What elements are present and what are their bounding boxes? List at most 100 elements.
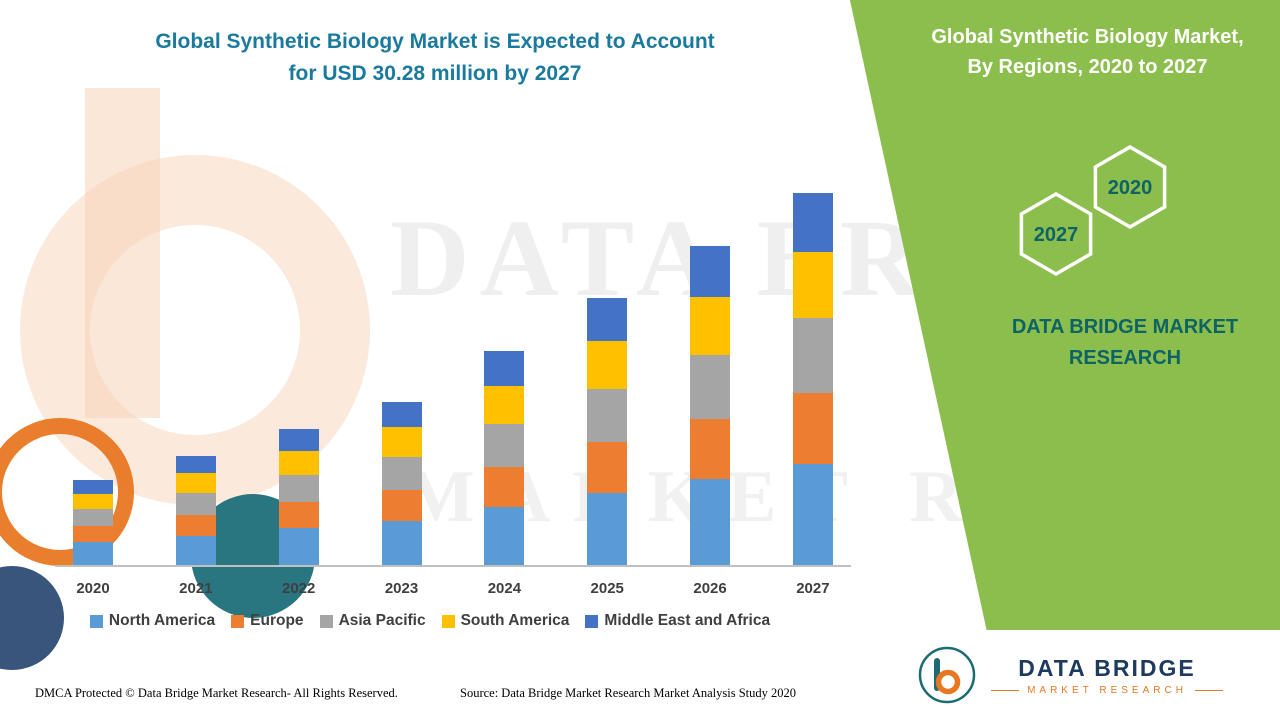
bar-segment-europe-2027 bbox=[792, 393, 833, 465]
bar-column-2022: 2022 bbox=[278, 185, 319, 597]
bar-segment-south-america-2027 bbox=[792, 252, 833, 319]
logo-subtitle: MARKET RESEARCH bbox=[991, 685, 1223, 696]
x-axis-label-2027: 2027 bbox=[796, 580, 830, 597]
bar-stack-2020 bbox=[73, 480, 113, 565]
bar-segment-middle-east-and-africa-2021 bbox=[175, 455, 216, 473]
bar-segment-asia-pacific-2024 bbox=[484, 423, 525, 467]
bar-segment-middle-east-and-africa-2023 bbox=[381, 401, 422, 428]
bar-segment-asia-pacific-2027 bbox=[792, 318, 833, 394]
x-axis-label-2021: 2021 bbox=[179, 580, 213, 597]
bar-stack-2025 bbox=[587, 298, 628, 565]
legend-swatch-europe bbox=[231, 614, 245, 628]
bar-segment-middle-east-and-africa-2026 bbox=[690, 245, 731, 298]
legend-item-south-america: South America bbox=[441, 612, 570, 630]
x-axis-label-2024: 2024 bbox=[487, 580, 522, 597]
legend-swatch-south-america bbox=[441, 614, 455, 628]
legend-label-middle-east-and-africa: Middle East and Africa bbox=[604, 612, 771, 629]
x-axis-label-2023: 2023 bbox=[384, 580, 419, 597]
bar-column-2020: 2020 bbox=[73, 185, 113, 597]
logo-name: DATA BRIDGE bbox=[1018, 654, 1196, 681]
hexagon-2027 bbox=[1019, 191, 1093, 277]
dmca-text: DMCA Protected © Data Bridge Market Rese… bbox=[35, 686, 398, 700]
bar-segment-middle-east-and-africa-2027 bbox=[792, 193, 833, 253]
bar-column-2026: 2026 bbox=[690, 185, 731, 597]
bar-segment-south-america-2020 bbox=[73, 493, 113, 509]
bar-column-2023: 2023 bbox=[381, 185, 422, 597]
legend-item-middle-east-and-africa: Middle East and Africa bbox=[585, 612, 770, 630]
year-hexagons: 2020 2027 bbox=[1019, 144, 1167, 277]
brand-text-line1: DATA BRIDGE MARKET bbox=[1011, 316, 1239, 338]
bar-segment-europe-2022 bbox=[278, 502, 319, 529]
x-axis-label-2025: 2025 bbox=[590, 580, 624, 597]
bar-stack-2027 bbox=[792, 193, 833, 565]
bar-segment-south-america-2022 bbox=[278, 450, 319, 476]
data-bridge-logo-icon bbox=[918, 646, 976, 704]
hexagon-2020 bbox=[1093, 144, 1167, 230]
bar-segment-south-america-2026 bbox=[690, 297, 731, 355]
chart-title-line2: for USD 30.28 million by 2027 bbox=[288, 61, 582, 85]
bar-segment-south-america-2023 bbox=[381, 427, 422, 457]
navy-circle-shape bbox=[0, 566, 64, 670]
legend-label-north-america: North America bbox=[108, 612, 216, 629]
brand-text-line2: RESEARCH bbox=[1068, 347, 1182, 369]
bar-stack-2023 bbox=[381, 401, 422, 565]
bar-column-2025: 2025 bbox=[587, 185, 628, 597]
bar-segment-north-america-2023 bbox=[381, 520, 422, 565]
orange-ring-shape bbox=[0, 418, 134, 566]
bar-segment-middle-east-and-africa-2025 bbox=[587, 298, 628, 342]
bar-segment-north-america-2025 bbox=[587, 492, 628, 565]
bar-segment-south-america-2021 bbox=[175, 472, 216, 493]
legend-item-north-america: North America bbox=[89, 612, 216, 630]
chart-title: Global Synthetic Biology Market is Expec… bbox=[40, 26, 830, 89]
bar-segment-asia-pacific-2021 bbox=[175, 492, 216, 515]
chart-legend: North America Europe Asia Pacific South Ame… bbox=[30, 612, 830, 630]
legend-swatch-middle-east-and-africa bbox=[585, 614, 599, 628]
bar-segment-europe-2024 bbox=[484, 466, 525, 508]
bar-segment-middle-east-and-africa-2024 bbox=[484, 351, 525, 386]
bar-segment-north-america-2022 bbox=[278, 528, 319, 565]
bar-stack-2026 bbox=[690, 245, 731, 565]
bar-segment-north-america-2021 bbox=[175, 535, 216, 565]
legend-swatch-north-america bbox=[89, 614, 103, 628]
stacked-bar-chart: 2020 2021 2022 2023 2024 2025 2026 2027 bbox=[55, 185, 851, 597]
x-axis-label-2022: 2022 bbox=[282, 580, 316, 597]
logo-subtitle-text: MARKET RESEARCH bbox=[1027, 684, 1187, 696]
legend-item-europe: Europe bbox=[231, 612, 304, 630]
bar-segment-middle-east-and-africa-2022 bbox=[278, 428, 319, 451]
bar-segment-asia-pacific-2023 bbox=[381, 456, 422, 491]
x-axis-label-2026: 2026 bbox=[693, 580, 727, 597]
hexagon-2020-label: 2020 bbox=[1108, 177, 1153, 199]
bar-stack-2021 bbox=[175, 455, 216, 565]
bar-segment-south-america-2025 bbox=[587, 341, 628, 390]
source-text: Source: Data Bridge Market Research Mark… bbox=[460, 686, 797, 700]
legend-swatch-asia-pacific bbox=[319, 614, 333, 628]
legend-label-south-america: South America bbox=[460, 612, 570, 629]
bar-segment-north-america-2020 bbox=[73, 541, 113, 565]
chart-title-line1: Global Synthetic Biology Market is Expec… bbox=[155, 30, 715, 53]
side-panel-title-line1: Global Synthetic Biology Market, bbox=[931, 26, 1244, 48]
bar-segment-middle-east-and-africa-2020 bbox=[73, 480, 113, 494]
hexagon-2027-label: 2027 bbox=[1034, 224, 1079, 246]
logo-card: DATA BRIDGE MARKET RESEARCH bbox=[860, 630, 1280, 720]
bar-segment-north-america-2027 bbox=[792, 464, 833, 565]
bar-segment-europe-2026 bbox=[690, 418, 731, 479]
logo-text: DATA BRIDGE MARKET RESEARCH bbox=[991, 655, 1223, 696]
bar-stack-2024 bbox=[484, 351, 525, 565]
bar-segment-europe-2023 bbox=[381, 490, 422, 521]
bar-segment-asia-pacific-2025 bbox=[587, 389, 628, 443]
bar-segment-north-america-2024 bbox=[484, 507, 525, 565]
x-axis-label-2020: 2020 bbox=[76, 580, 110, 597]
logo-subtitle-line-right bbox=[1194, 689, 1223, 691]
bar-segment-europe-2021 bbox=[175, 514, 216, 536]
side-panel-title-line2: By Regions, 2020 to 2027 bbox=[967, 56, 1208, 78]
bar-segment-europe-2020 bbox=[73, 525, 113, 542]
bar-segment-south-america-2024 bbox=[484, 385, 525, 424]
bar-segment-north-america-2026 bbox=[690, 479, 731, 565]
legend-label-europe: Europe bbox=[250, 612, 304, 629]
bar-segment-asia-pacific-2020 bbox=[73, 508, 113, 526]
bar-stack-2022 bbox=[278, 428, 319, 565]
bar-segment-asia-pacific-2022 bbox=[278, 475, 319, 503]
bar-segment-europe-2025 bbox=[587, 442, 628, 493]
legend-label-asia-pacific: Asia Pacific bbox=[338, 612, 426, 629]
